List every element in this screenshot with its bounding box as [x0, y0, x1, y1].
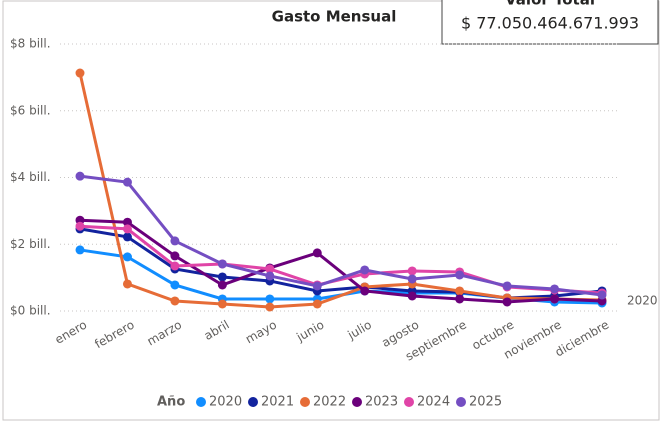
legend-label: 2024 — [417, 395, 450, 410]
data-point — [502, 281, 512, 291]
data-point — [455, 294, 465, 304]
data-point — [360, 265, 370, 275]
data-point — [122, 217, 132, 227]
legend-marker — [352, 397, 362, 407]
data-point — [407, 266, 417, 276]
y-tick-label: $0 bill. — [10, 304, 51, 318]
data-point — [170, 236, 180, 246]
series-line — [79, 218, 603, 304]
legend-marker — [456, 397, 466, 407]
y-tick-label: $8 bill. — [10, 37, 51, 51]
data-point — [407, 291, 417, 301]
data-point — [550, 294, 560, 304]
end-label: 2020 — [627, 294, 658, 308]
data-point — [217, 299, 227, 309]
data-point — [502, 297, 512, 307]
y-tick-label: $4 bill. — [10, 170, 51, 184]
data-point — [122, 224, 132, 234]
data-point — [407, 274, 417, 284]
data-point — [265, 302, 275, 312]
card-label: Valor Total — [505, 0, 595, 9]
data-point — [455, 286, 465, 296]
data-point — [122, 279, 132, 289]
data-point — [122, 177, 132, 187]
legend-marker — [300, 397, 310, 407]
data-point — [170, 261, 180, 271]
legend-marker — [248, 397, 258, 407]
data-point — [122, 252, 132, 262]
data-point — [360, 286, 370, 296]
data-point — [265, 264, 275, 274]
data-point — [75, 245, 85, 255]
legend-label: 2025 — [469, 395, 502, 410]
data-point — [265, 271, 275, 281]
series-line — [78, 72, 603, 309]
data-point — [170, 296, 180, 306]
data-point — [312, 248, 322, 258]
data-point — [170, 280, 180, 290]
legend-label: 2023 — [365, 395, 398, 410]
series-line — [79, 174, 603, 297]
data-point — [217, 259, 227, 269]
y-tick-label: $2 bill. — [10, 237, 51, 251]
legend-title: Año — [157, 395, 185, 410]
legend-marker — [404, 397, 414, 407]
legend-label: 2022 — [313, 395, 346, 410]
legend-label: 2020 — [209, 395, 242, 410]
data-point — [265, 294, 275, 304]
data-point — [217, 280, 227, 290]
card — [441, 0, 659, 45]
data-point — [312, 281, 322, 291]
data-point — [75, 171, 85, 181]
data-point — [122, 232, 132, 242]
y-tick-label: $6 bill. — [10, 103, 51, 117]
data-point — [75, 68, 85, 78]
data-point — [170, 251, 180, 261]
chart-title: Gasto Mensual — [272, 8, 397, 26]
card-value: $ 77.050.464.671.993 — [461, 14, 639, 33]
data-point — [75, 221, 85, 231]
data-point — [455, 270, 465, 280]
data-point — [217, 272, 227, 282]
data-point — [550, 284, 560, 294]
data-point — [312, 299, 322, 309]
data-point — [597, 290, 607, 300]
legend-label: 2021 — [261, 395, 294, 410]
legend-marker — [196, 397, 206, 407]
